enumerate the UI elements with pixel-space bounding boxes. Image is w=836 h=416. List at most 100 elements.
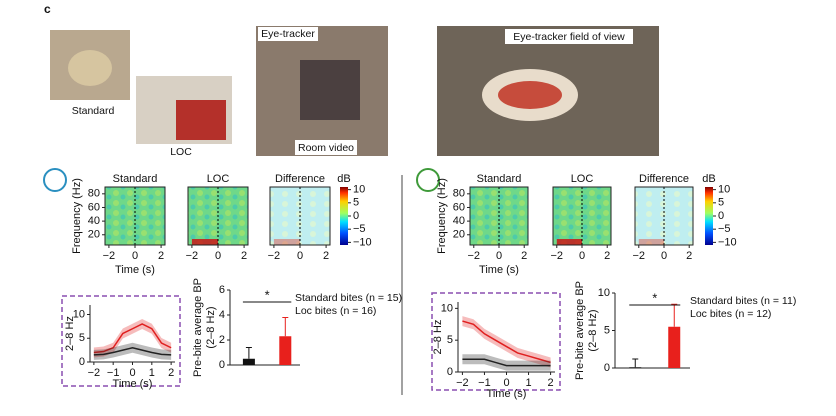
x-tick-label: 0	[132, 250, 138, 262]
brain-icon	[43, 168, 67, 192]
x-tick-label: 2	[604, 250, 610, 262]
significance-mark: *	[265, 287, 270, 302]
label-bg	[72, 104, 114, 117]
x-tick-label: 0	[503, 377, 509, 389]
spectrogram-title: LOC	[571, 173, 594, 185]
x-tick-label: 2	[168, 367, 174, 379]
x-tick-label: −2	[633, 250, 646, 262]
x-tick-label: 2	[521, 250, 527, 262]
y-axis-label: Frequency (Hz)	[436, 178, 448, 254]
colorbar	[705, 187, 713, 245]
photo-label: LOC	[170, 146, 192, 158]
trace-band	[93, 342, 172, 360]
trace-line	[93, 323, 172, 354]
x-tick-label: −2	[456, 377, 469, 389]
x-tick-label: 2	[241, 250, 247, 262]
y-tick-label: 0	[219, 359, 225, 371]
y-tick-label: 20	[453, 229, 465, 241]
x-tick-label: −2	[468, 250, 481, 262]
y-tick-label: 4	[219, 309, 225, 321]
photo-detail	[300, 60, 360, 120]
y-tick-label: 10	[441, 302, 453, 314]
trace-line	[93, 346, 172, 356]
y-axis-label: Pre-bite average BP	[574, 281, 586, 380]
roi-box	[61, 295, 181, 387]
panel-label: c	[44, 2, 51, 16]
y-tick-label: 40	[88, 215, 100, 227]
y-axis-label: Frequency (Hz)	[71, 178, 83, 254]
x-tick-label: 2	[686, 250, 692, 262]
colorbar-label: dB	[702, 173, 715, 185]
x-tick-label: 0	[579, 250, 585, 262]
trace-line	[462, 320, 551, 364]
bar	[668, 326, 681, 368]
colorbar-tick-label: 5	[718, 197, 724, 209]
colorbar-tick-label: 0	[353, 210, 359, 222]
y-tick-label: 5	[604, 324, 610, 336]
x-tick-label: 0	[661, 250, 667, 262]
spectrogram-hot	[191, 239, 218, 245]
y-axis-label: (2–8 Hz)	[205, 306, 217, 348]
y-tick-label: 0	[447, 366, 453, 378]
x-tick-label: 1	[525, 377, 531, 389]
x-tick-label: −2	[551, 250, 564, 262]
y-tick-label: 80	[88, 188, 100, 200]
x-tick-label: −2	[186, 250, 199, 262]
bar	[629, 367, 642, 368]
spectrogram-title: Standard	[477, 173, 522, 185]
y-axis-label: 2–8 Hz	[432, 320, 444, 355]
spectrogram-hot	[638, 239, 664, 245]
colorbar-tick-label: −10	[353, 236, 372, 248]
x-tick-label: 2	[158, 250, 164, 262]
y-tick-label: 10	[598, 287, 610, 299]
colorbar-tick-label: 10	[718, 184, 730, 196]
photo-detail	[176, 100, 226, 140]
x-axis-label: Time (s)	[479, 264, 519, 276]
y-tick-label: 80	[453, 188, 465, 200]
y-tick-label: 5	[79, 332, 85, 344]
colorbar	[340, 187, 348, 245]
y-tick-label: 60	[453, 201, 465, 213]
y-tick-label: 0	[79, 356, 85, 368]
spectrogram-hot	[556, 239, 582, 245]
y-tick-label: 0	[604, 362, 610, 374]
brain-icon	[416, 168, 440, 192]
y-axis-label: Pre-bite average BP	[192, 278, 204, 377]
legend-entry: Loc bites (n = 16)	[295, 305, 376, 317]
x-tick-label: −2	[88, 367, 101, 379]
colorbar-tick-label: 5	[353, 197, 359, 209]
colorbar-tick-label: −5	[718, 223, 731, 235]
x-tick-label: 1	[149, 367, 155, 379]
x-tick-label: −2	[268, 250, 281, 262]
colorbar-tick-label: −10	[718, 236, 737, 248]
label-bg	[505, 29, 633, 44]
y-tick-label: 40	[453, 215, 465, 227]
bar	[242, 358, 255, 365]
y-tick-label: 60	[88, 201, 100, 213]
y-axis-label: (2–8 Hz)	[587, 309, 599, 351]
photo-label: Eye-tracker	[261, 28, 315, 40]
y-tick-label: 5	[447, 334, 453, 346]
photo-detail	[498, 81, 562, 109]
x-tick-label: −1	[107, 367, 120, 379]
photo-label: Eye-tracker field of view	[513, 31, 625, 43]
photo-detail	[68, 50, 112, 86]
x-axis-label: Time (s)	[115, 264, 155, 276]
x-tick-label: 2	[323, 250, 329, 262]
colorbar-label: dB	[337, 173, 350, 185]
trace-band	[462, 316, 551, 368]
legend-entry: Standard bites (n = 15)	[295, 292, 402, 304]
legend-entry: Loc bites (n = 12)	[690, 308, 771, 320]
photo-label: Room video	[298, 142, 354, 154]
y-axis-label: 2–8 Hz	[64, 316, 76, 351]
trace-band	[462, 354, 551, 371]
x-axis-label: Time (s)	[487, 388, 527, 400]
spectrogram-title: Difference	[639, 173, 689, 185]
bar	[279, 336, 292, 365]
spectrogram-title: LOC	[207, 173, 230, 185]
x-tick-label: 2	[548, 377, 554, 389]
x-tick-label: −1	[478, 377, 491, 389]
photo-label: Standard	[72, 105, 115, 117]
y-tick-label: 10	[73, 308, 85, 320]
